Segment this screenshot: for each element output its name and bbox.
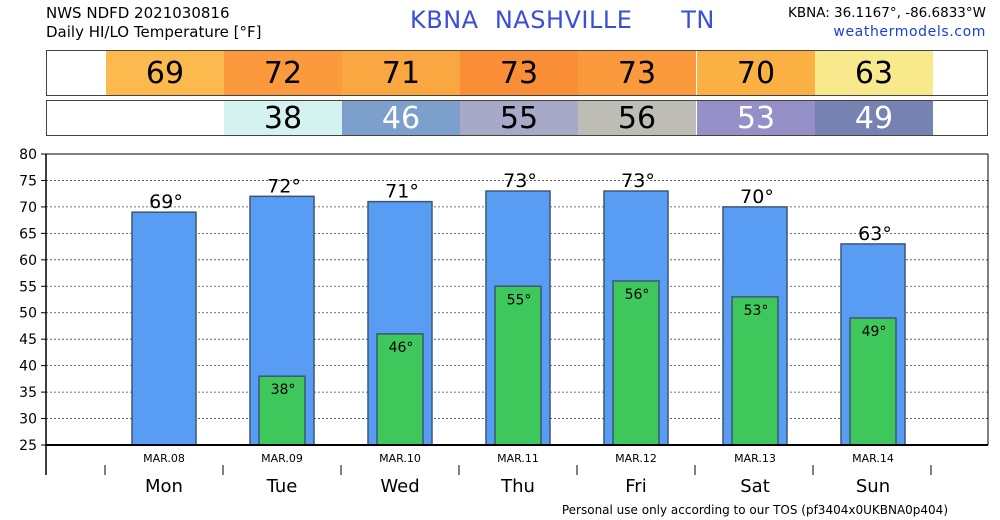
- y-tick-label-40: 40: [19, 359, 37, 375]
- lo-bar-2: [376, 333, 424, 446]
- header-right: KBNA: 36.1167°, -86.6833°W weathermodels…: [788, 4, 986, 42]
- y-tick-label-75: 75: [19, 173, 37, 189]
- day-label-3: Thu: [500, 476, 535, 497]
- y-tick-label-65: 65: [19, 226, 37, 242]
- hi-cell-4: 73: [578, 51, 696, 95]
- hi-bar-label-5: 70°: [740, 186, 774, 208]
- lo-cell-6: 49: [815, 101, 933, 136]
- hi-cell-2: 71: [342, 51, 460, 95]
- y-tick-label-35: 35: [19, 385, 37, 401]
- day-label-6: Sun: [856, 476, 890, 497]
- lo-bar-6: [849, 317, 897, 446]
- header-left: NWS NDFD 2021030816 Daily HI/LO Temperat…: [46, 4, 262, 42]
- day-label-5: Sat: [740, 476, 770, 497]
- hi-bar-label-1: 72°: [267, 175, 301, 197]
- model-run-label: NWS NDFD 2021030816: [46, 4, 230, 22]
- lo-cell-2: 46: [342, 101, 460, 136]
- hi-cell-6: 63: [815, 51, 933, 95]
- hi-cell-0: 69: [106, 51, 224, 95]
- lo-bar-3: [494, 285, 542, 446]
- day-label-1: Tue: [266, 476, 298, 497]
- product-label: Daily HI/LO Temperature [°F]: [46, 23, 262, 41]
- site-link[interactable]: weathermodels.com: [833, 24, 986, 40]
- hi-bar-0: [131, 211, 197, 446]
- hi-bar-label-6: 63°: [858, 223, 892, 245]
- station-code: KBNA: [410, 6, 479, 34]
- lo-temp-row: 38 46 55 56 53 49: [46, 100, 988, 136]
- lo-cell-5: 53: [697, 101, 815, 136]
- date-label-3: MAR.11: [497, 452, 539, 465]
- day-label-0: Mon: [145, 476, 183, 497]
- hi-cell-3: 73: [460, 51, 578, 95]
- lo-cell-4: 56: [578, 101, 696, 136]
- y-tick-label-30: 30: [19, 412, 37, 428]
- lo-bar-label-4: 56°: [625, 287, 650, 303]
- y-tick-label-70: 70: [19, 200, 37, 216]
- lo-cell-1: 38: [224, 101, 342, 136]
- lo-bar-label-2: 46°: [389, 340, 414, 356]
- lo-bar-label-6: 49°: [862, 324, 887, 340]
- date-label-5: MAR.13: [734, 452, 776, 465]
- hi-bar-label-4: 73°: [621, 170, 655, 192]
- date-label-0: MAR.08: [143, 452, 185, 465]
- y-tick-label-45: 45: [19, 332, 37, 348]
- hi-cell-1: 72: [224, 51, 342, 95]
- y-tick-label-50: 50: [19, 306, 37, 322]
- date-label-1: MAR.09: [261, 452, 303, 465]
- y-tick-label-25: 25: [19, 438, 37, 454]
- lo-bar-4: [612, 280, 660, 446]
- date-label-2: MAR.10: [379, 452, 421, 465]
- hi-bar-label-0: 69°: [149, 191, 183, 213]
- footer-tos: Personal use only according to our TOS (…: [561, 503, 948, 517]
- lo-bar-label-3: 55°: [507, 292, 532, 308]
- hi-temp-row: 69 72 71 73 73 70 63: [46, 50, 988, 96]
- lo-bar-1: [258, 375, 306, 446]
- hi-cell-5: 70: [697, 51, 815, 95]
- date-label-4: MAR.12: [615, 452, 657, 465]
- y-tick-label-60: 60: [19, 253, 37, 269]
- station-name: NASHVILLE: [494, 6, 633, 34]
- y-tick-label-55: 55: [19, 279, 37, 295]
- lo-bar-5: [731, 296, 779, 446]
- station-state: TN: [681, 6, 715, 34]
- y-tick-label-80: 80: [19, 147, 37, 163]
- lo-bar-label-1: 38°: [271, 382, 296, 398]
- day-label-2: Wed: [380, 476, 419, 497]
- lo-cell-3: 55: [460, 101, 578, 136]
- station-title: KBNA NASHVILLE TN: [410, 6, 715, 34]
- temperature-chart: 25 30 35 40 45 50 55 60 65 70 75 80 69° 72° 38° 71° 46° 7…: [19, 147, 989, 497]
- day-label-4: Fri: [625, 476, 646, 497]
- lo-bar-label-5: 53°: [744, 303, 769, 319]
- hi-bar-label-3: 73°: [503, 170, 537, 192]
- date-label-6: MAR.14: [852, 452, 894, 465]
- hi-bar-label-2: 71°: [385, 181, 419, 203]
- station-coords: KBNA: 36.1167°, -86.6833°W: [787, 5, 986, 21]
